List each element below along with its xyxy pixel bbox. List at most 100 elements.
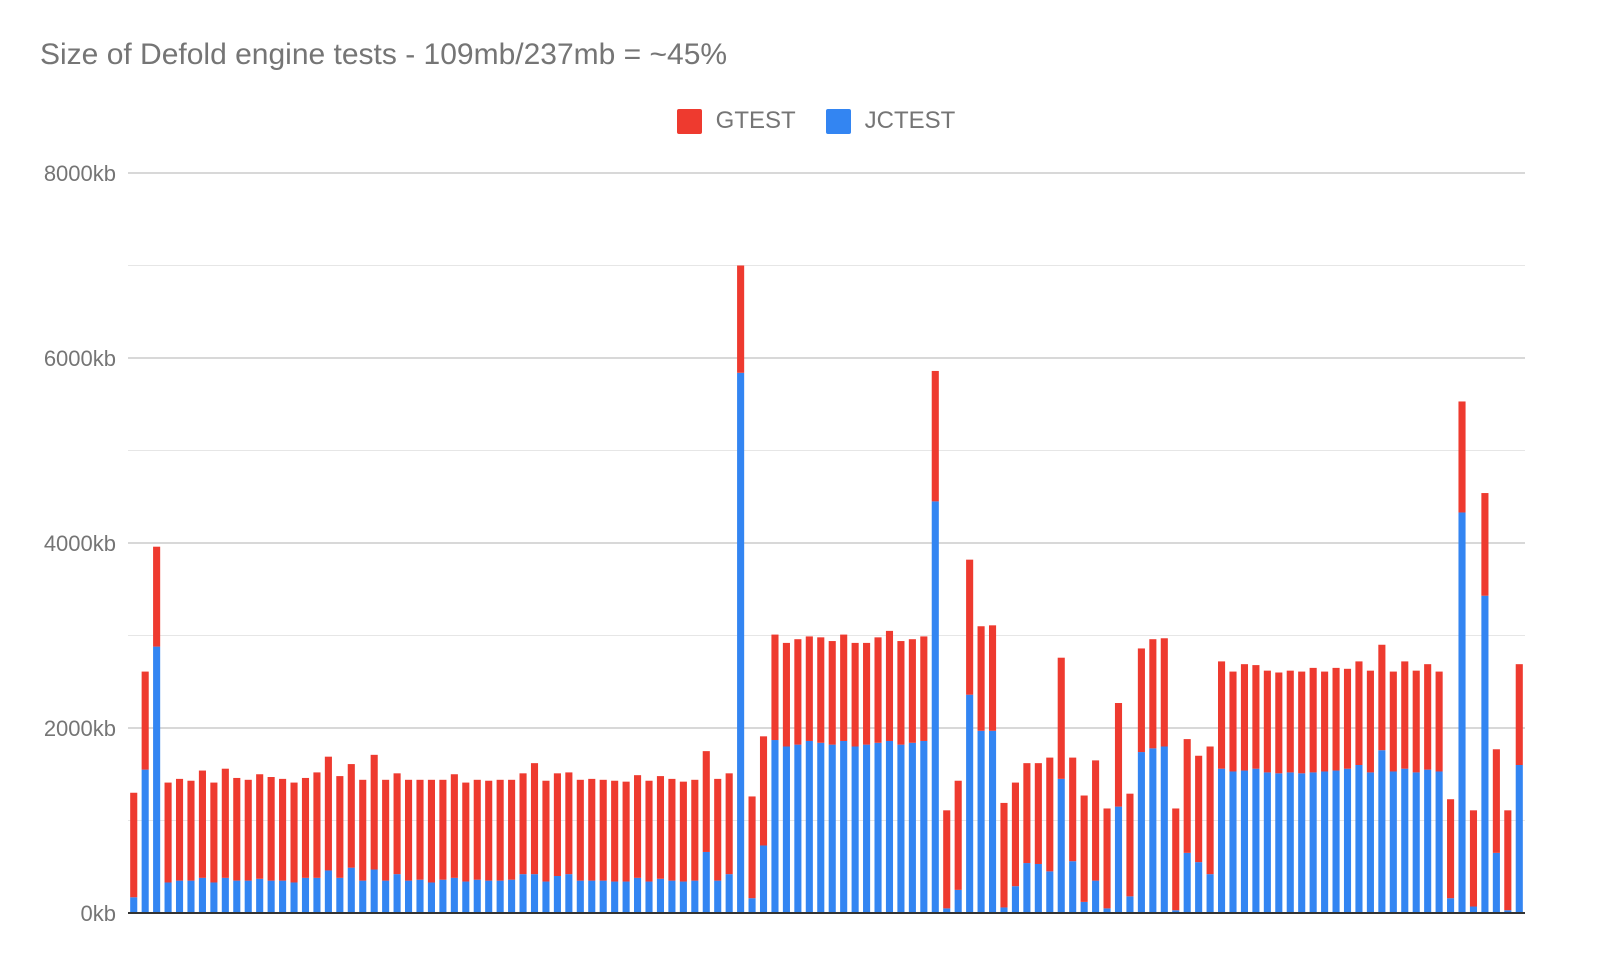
bar-jctest[interactable] bbox=[805, 740, 813, 913]
bar-jctest[interactable] bbox=[1114, 806, 1123, 914]
bar-jctest[interactable] bbox=[175, 880, 184, 914]
bar-gtest[interactable] bbox=[233, 777, 241, 881]
bar-jctest[interactable] bbox=[416, 879, 424, 913]
bar-gtest[interactable] bbox=[656, 776, 665, 879]
bar-jctest[interactable] bbox=[450, 877, 458, 913]
bar-gtest[interactable] bbox=[817, 637, 825, 743]
bar-jctest[interactable] bbox=[508, 879, 516, 913]
bar-jctest[interactable] bbox=[233, 880, 241, 914]
bar-jctest[interactable] bbox=[679, 881, 687, 913]
bar-jctest[interactable] bbox=[473, 879, 481, 913]
bar-gtest[interactable] bbox=[1424, 664, 1432, 770]
bar-jctest[interactable] bbox=[1240, 770, 1249, 913]
bar-gtest[interactable] bbox=[175, 778, 184, 881]
bar-jctest[interactable] bbox=[313, 877, 321, 913]
bar-gtest[interactable] bbox=[931, 370, 939, 502]
bar-jctest[interactable] bbox=[1160, 746, 1168, 914]
bar-jctest[interactable] bbox=[1229, 771, 1237, 913]
bar-jctest[interactable] bbox=[519, 874, 527, 913]
bar-gtest[interactable] bbox=[153, 546, 161, 647]
bar-gtest[interactable] bbox=[1275, 672, 1283, 774]
legend-item-jctest[interactable]: JCTEST bbox=[825, 107, 955, 135]
bar-jctest[interactable] bbox=[794, 744, 802, 913]
bar-gtest[interactable] bbox=[496, 779, 504, 881]
bar-gtest[interactable] bbox=[885, 630, 894, 741]
bar-jctest[interactable] bbox=[1069, 861, 1077, 913]
bar-jctest[interactable] bbox=[702, 851, 710, 913]
bar-jctest[interactable] bbox=[656, 878, 665, 913]
bar-jctest[interactable] bbox=[897, 744, 905, 913]
bar-jctest[interactable] bbox=[1034, 863, 1042, 913]
bar-jctest[interactable] bbox=[1275, 773, 1283, 913]
bar-gtest[interactable] bbox=[874, 637, 882, 743]
bar-gtest[interactable] bbox=[1309, 667, 1317, 773]
bar-gtest[interactable] bbox=[977, 626, 985, 731]
bar-gtest[interactable] bbox=[485, 780, 493, 881]
bar-jctest[interactable] bbox=[611, 881, 619, 913]
bar-gtest[interactable] bbox=[1240, 664, 1249, 771]
bar-jctest[interactable] bbox=[1252, 768, 1260, 913]
bar-jctest[interactable] bbox=[279, 880, 287, 914]
bar-gtest[interactable] bbox=[1011, 782, 1019, 887]
bar-gtest[interactable] bbox=[1492, 749, 1500, 853]
bar-gtest[interactable] bbox=[221, 768, 229, 878]
bar-gtest[interactable] bbox=[1103, 808, 1111, 909]
bar-jctest[interactable] bbox=[439, 879, 447, 913]
bar-jctest[interactable] bbox=[301, 877, 310, 913]
bar-gtest[interactable] bbox=[748, 796, 756, 899]
bar-jctest[interactable] bbox=[256, 878, 264, 913]
bar-gtest[interactable] bbox=[473, 779, 481, 880]
bar-gtest[interactable] bbox=[611, 780, 619, 882]
bar-gtest[interactable] bbox=[645, 780, 653, 882]
bar-gtest[interactable] bbox=[462, 782, 470, 882]
bar-jctest[interactable] bbox=[130, 897, 138, 913]
bar-jctest[interactable] bbox=[1469, 906, 1478, 913]
bar-jctest[interactable] bbox=[1435, 771, 1443, 913]
bar-gtest[interactable] bbox=[1183, 739, 1191, 853]
bar-gtest[interactable] bbox=[1160, 638, 1168, 747]
bar-gtest[interactable] bbox=[198, 770, 206, 878]
bar-jctest[interactable] bbox=[599, 880, 607, 914]
bar-gtest[interactable] bbox=[943, 810, 951, 909]
bar-gtest[interactable] bbox=[828, 641, 836, 745]
bar-jctest[interactable] bbox=[851, 746, 859, 914]
bar-gtest[interactable] bbox=[393, 773, 401, 875]
bar-gtest[interactable] bbox=[324, 756, 332, 871]
bar-jctest[interactable] bbox=[1103, 908, 1111, 914]
bar-gtest[interactable] bbox=[1000, 802, 1008, 908]
bar-jctest[interactable] bbox=[1504, 910, 1512, 913]
bar-gtest[interactable] bbox=[1515, 664, 1523, 765]
bar-jctest[interactable] bbox=[782, 746, 790, 914]
bar-gtest[interactable] bbox=[553, 773, 561, 876]
bar-jctest[interactable] bbox=[1355, 765, 1363, 913]
bar-jctest[interactable] bbox=[634, 877, 642, 913]
bar-jctest[interactable] bbox=[1401, 768, 1409, 913]
bar-gtest[interactable] bbox=[370, 754, 378, 870]
bar-gtest[interactable] bbox=[1092, 760, 1100, 881]
bar-gtest[interactable] bbox=[359, 779, 367, 881]
bar-jctest[interactable] bbox=[1183, 852, 1191, 914]
bar-jctest[interactable] bbox=[542, 881, 550, 913]
bar-gtest[interactable] bbox=[1137, 648, 1145, 753]
bar-gtest[interactable] bbox=[301, 777, 310, 878]
bar-gtest[interactable] bbox=[1435, 671, 1443, 772]
bar-jctest[interactable] bbox=[427, 882, 435, 913]
bar-gtest[interactable] bbox=[702, 751, 710, 852]
bar-jctest[interactable] bbox=[221, 877, 229, 913]
bar-jctest[interactable] bbox=[393, 874, 401, 913]
bar-jctest[interactable] bbox=[485, 880, 493, 914]
bar-gtest[interactable] bbox=[1149, 639, 1157, 749]
bar-jctest[interactable] bbox=[462, 881, 470, 913]
bar-gtest[interactable] bbox=[576, 779, 584, 881]
bar-gtest[interactable] bbox=[1355, 661, 1363, 765]
bar-jctest[interactable] bbox=[1172, 910, 1180, 913]
bar-jctest[interactable] bbox=[1126, 896, 1134, 913]
bar-gtest[interactable] bbox=[691, 779, 699, 881]
bar-jctest[interactable] bbox=[645, 881, 653, 913]
bar-gtest[interactable] bbox=[668, 778, 676, 881]
bar-gtest[interactable] bbox=[542, 780, 550, 882]
bar-jctest[interactable] bbox=[1298, 773, 1306, 913]
bar-jctest[interactable] bbox=[1424, 769, 1432, 914]
bar-jctest[interactable] bbox=[748, 898, 756, 913]
bar-jctest[interactable] bbox=[347, 867, 355, 913]
